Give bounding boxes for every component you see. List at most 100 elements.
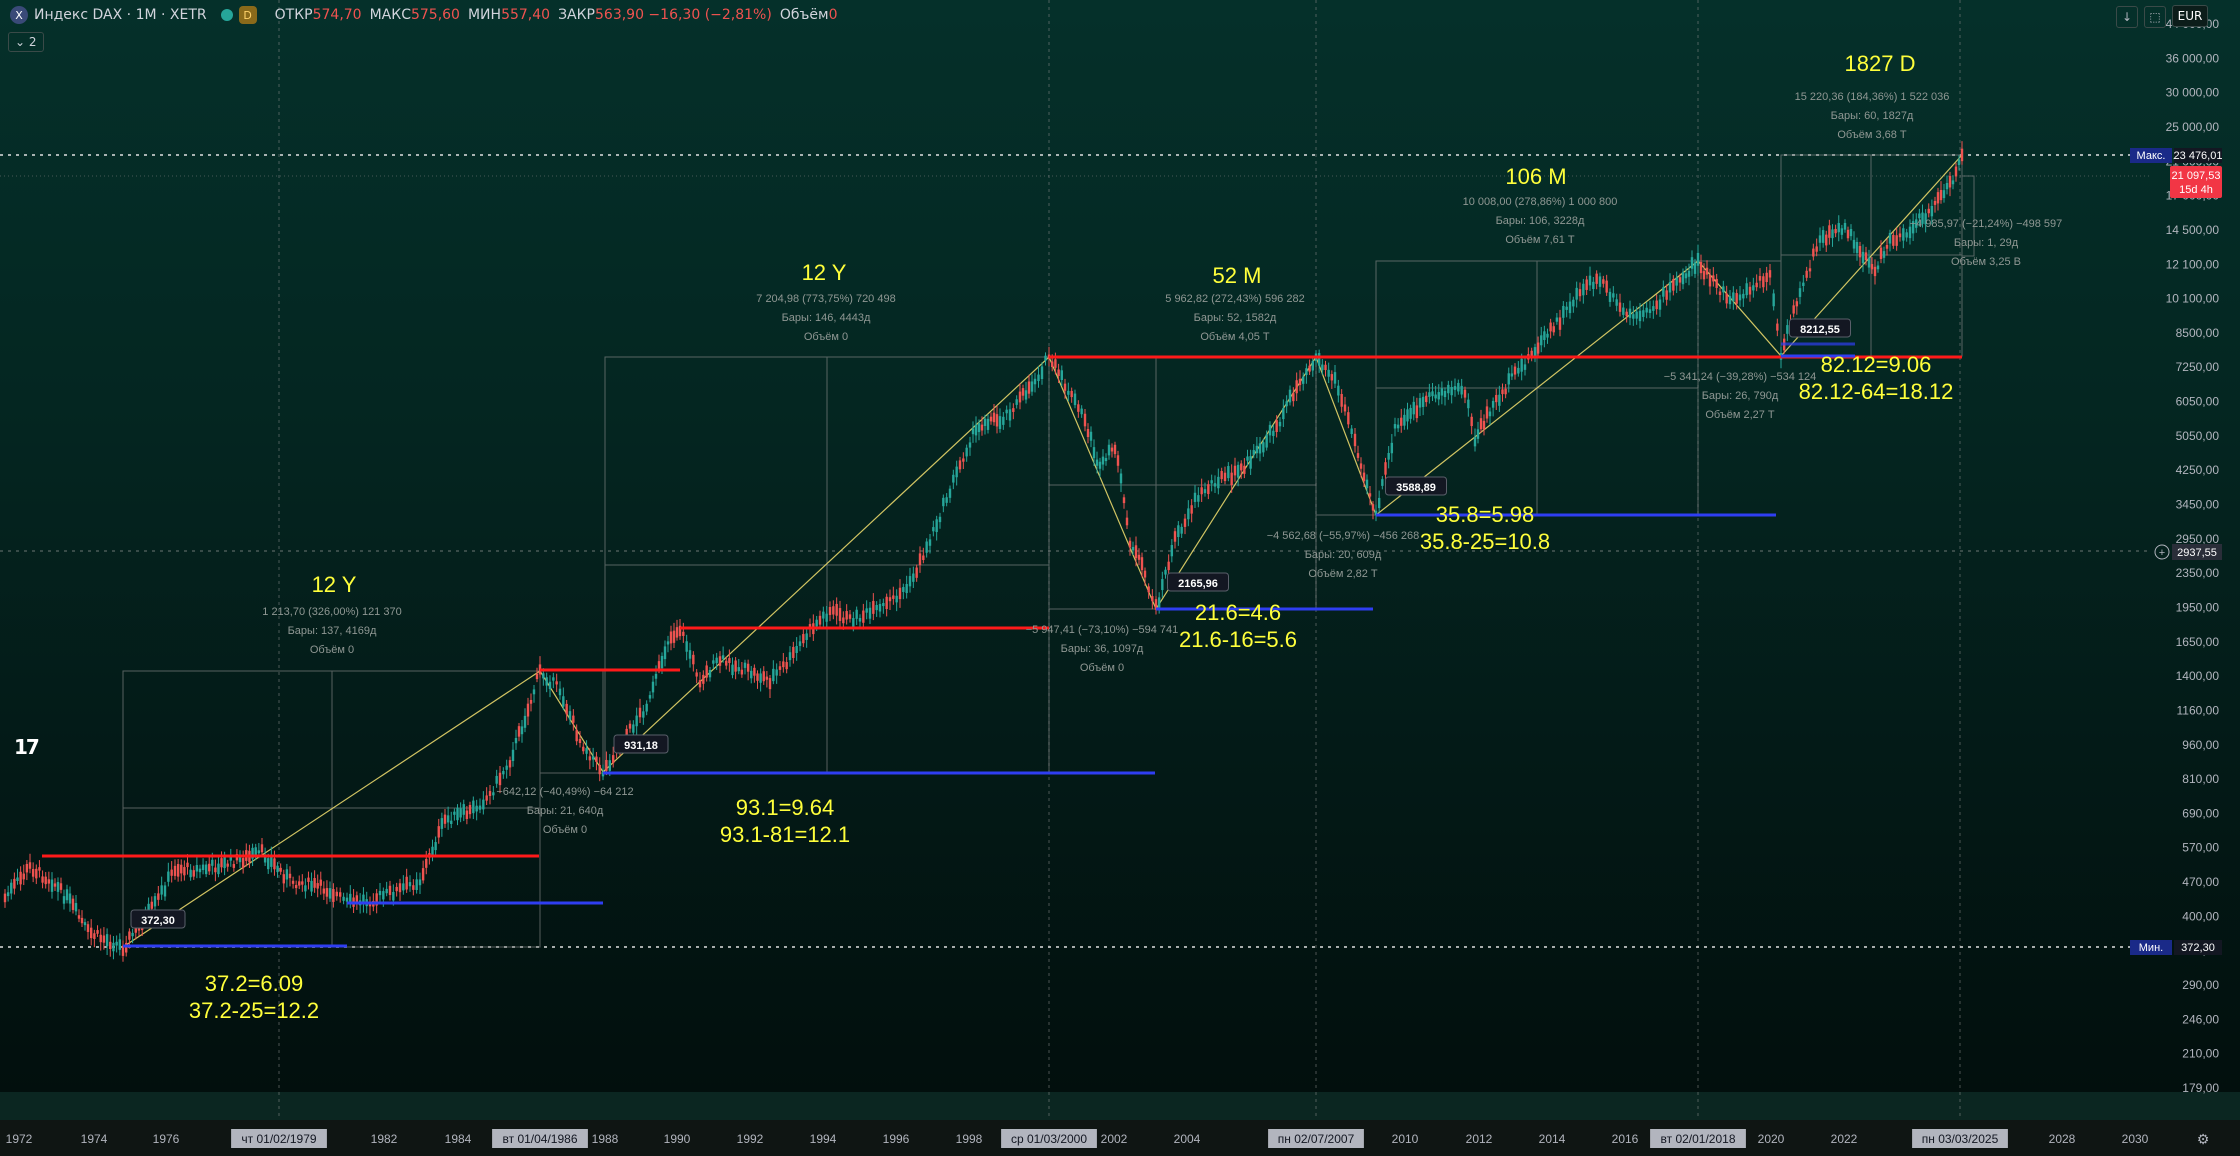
candle-body: [1298, 378, 1302, 386]
candle-body: [385, 888, 388, 894]
candle-body: [938, 516, 942, 523]
candle-body: [238, 856, 242, 863]
candle-body: [83, 922, 87, 926]
candle-body: [1738, 294, 1742, 301]
candle-body: [1705, 267, 1709, 275]
candle-body: [1104, 458, 1108, 462]
candle-body: [672, 630, 676, 643]
ratio-text: 82.12=9.06: [1821, 352, 1932, 377]
red-resistance-lines[interactable]: [42, 355, 1962, 858]
candle-body: [1063, 383, 1067, 391]
candle-body: [1879, 247, 1883, 260]
candle-body: [1467, 399, 1470, 409]
candle-body: [514, 738, 518, 744]
candle-body: [1728, 296, 1732, 305]
candle-body: [468, 804, 472, 815]
candle-body: [1140, 557, 1144, 571]
candle-body: [180, 864, 183, 874]
candle-body: [1409, 407, 1412, 419]
price-tick: 400,00: [2182, 909, 2219, 923]
candle-body: [176, 864, 180, 877]
candle-body: [1725, 293, 1728, 304]
ratio-text: 35.8=5.98: [1436, 502, 1534, 527]
candle-body: [1588, 275, 1592, 286]
time-axis[interactable]: 1972 1974 1976 1982 1984 1988 1990 1992 1994 1996…: [6, 1132, 2149, 1146]
candle-body: [782, 661, 785, 668]
candle-body: [304, 885, 307, 892]
blue-support-lines[interactable]: [123, 342, 1855, 948]
candle-body: [792, 646, 795, 658]
stat-line: Бары: 21, 640д: [527, 805, 604, 817]
delayed-data-badge[interactable]: D: [238, 6, 257, 24]
candle-body: [270, 854, 273, 867]
candle-body: [1098, 461, 1102, 469]
symbol-header[interactable]: X Индекс DAX · 1M · XETR D ОТКР 574,70 МА…: [0, 0, 837, 30]
candle-body: [1193, 492, 1197, 502]
candle-body: [1292, 393, 1295, 402]
svg-text:372,30: 372,30: [2181, 942, 2215, 954]
candle-body: [918, 553, 922, 566]
fullscreen-icon[interactable]: ⬚: [2144, 6, 2166, 28]
time-tick: 2010: [1392, 1132, 1419, 1146]
candle-body: [1246, 456, 1249, 461]
candle-body: [157, 893, 160, 900]
candle-body: [456, 807, 459, 821]
candle-body: [1885, 244, 1889, 249]
low-badge: [130, 909, 186, 929]
candle-body: [59, 883, 63, 890]
symbol-title[interactable]: Индекс DAX · 1M · XETR: [34, 7, 207, 23]
candle-body: [1337, 385, 1340, 396]
candle-body: [1504, 388, 1507, 395]
candle-body: [1447, 384, 1450, 394]
candle-body: [1220, 471, 1223, 480]
stat-line: −5 947,41 (−73,10%) −594 741: [1026, 624, 1179, 636]
scroll-down-icon[interactable]: ↓: [2116, 6, 2138, 28]
candle-body: [298, 881, 301, 886]
indicators-collapse-button[interactable]: ⌄ 2: [8, 32, 44, 52]
candle-body: [1177, 525, 1180, 538]
candle-body: [3, 893, 7, 903]
candle-body: [1552, 326, 1555, 333]
candle-body: [1116, 455, 1120, 466]
candle-body: [1210, 480, 1213, 484]
time-marker: вт 01/04/1986: [503, 1132, 578, 1146]
candle-body: [1356, 453, 1360, 458]
time-marker: ср 01/03/2000: [1011, 1132, 1087, 1146]
candle-body: [1092, 447, 1096, 459]
time-tick: 2004: [1174, 1132, 1201, 1146]
candle-body: [96, 930, 99, 934]
candle-body: [1258, 443, 1262, 454]
candle-body: [1227, 466, 1230, 479]
candle-body: [855, 609, 858, 619]
candle-body: [53, 883, 57, 887]
ratio-text: 21.6-16=5.6: [1179, 627, 1297, 652]
candle-body: [339, 892, 342, 897]
candle-body: [798, 641, 802, 646]
stat-line: Объём 0: [804, 331, 848, 343]
candle-body: [1086, 429, 1090, 438]
price-tick: 3450,00: [2176, 498, 2220, 512]
candle-body: [721, 655, 725, 659]
candle-body: [1615, 299, 1618, 306]
time-tick: 1992: [737, 1132, 764, 1146]
candle-body: [942, 497, 945, 507]
candle-body: [1005, 409, 1008, 414]
candle-body: [715, 657, 718, 664]
candle-body: [555, 681, 558, 685]
stat-line: 7 204,98 (773,75%) 720 498: [756, 293, 895, 305]
candle-body: [316, 883, 319, 889]
candle-body: [1536, 342, 1540, 354]
candle-body: [1605, 280, 1608, 293]
stat-line: Объём 0: [543, 824, 587, 836]
gear-icon[interactable]: ⚙: [2196, 1132, 2210, 1148]
candle-body: [1498, 394, 1501, 406]
candle-body: [1015, 399, 1018, 405]
price-tick: 570,00: [2182, 841, 2219, 855]
candle-body: [578, 738, 582, 744]
time-tick: 1976: [153, 1132, 180, 1146]
candle-body: [815, 619, 818, 627]
currency-select[interactable]: EUR: [2172, 5, 2208, 27]
candle-body: [1173, 531, 1177, 542]
